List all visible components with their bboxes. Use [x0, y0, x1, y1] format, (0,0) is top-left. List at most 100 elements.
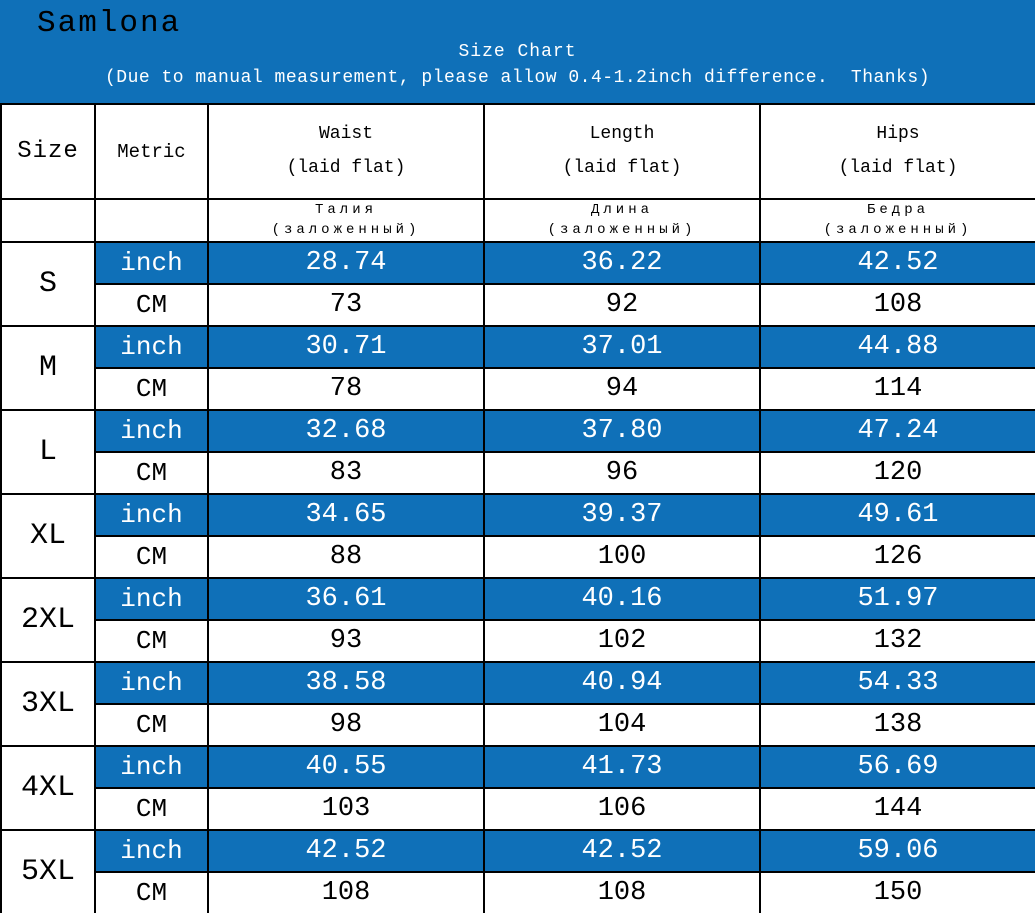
- hips-value-inch: 51.97: [759, 576, 1035, 621]
- column-header-row-russian: Талия (заложенный) Длина (заложенный) Бе…: [0, 198, 1035, 243]
- size-label: 5XL: [0, 828, 96, 913]
- empty-cell: [94, 198, 209, 243]
- unit-label-cm: CM: [94, 618, 209, 663]
- column-header-waist-ru: Талия (заложенный): [207, 198, 485, 243]
- size-chart-table: Size Metric Waist (laid flat) Length (la…: [0, 103, 1035, 913]
- table-row-inch: XL inch 34.65 39.37 49.61: [0, 492, 1035, 579]
- page-title: Size Chart: [458, 42, 577, 63]
- unit-label-cm: CM: [94, 366, 209, 411]
- size-label: 4XL: [0, 744, 96, 831]
- column-header-waist-ru-note: (заложенный): [271, 222, 421, 239]
- hips-value-inch: 42.52: [759, 240, 1035, 285]
- length-value-cm: 108: [483, 870, 761, 913]
- unit-label-inch: inch: [94, 744, 209, 789]
- hips-value-inch: 44.88: [759, 324, 1035, 369]
- column-header-hips-note: (laid flat): [838, 157, 958, 178]
- hips-value-cm: 108: [759, 282, 1035, 327]
- column-header-length-ru-label: Длина: [590, 202, 653, 218]
- length-value-inch: 40.94: [483, 660, 761, 705]
- hips-value-cm: 144: [759, 786, 1035, 831]
- column-header-waist: Waist (laid flat): [207, 103, 485, 200]
- table-row-cm: CM 98 104 138: [1, 702, 1035, 747]
- hips-value-cm: 138: [759, 702, 1035, 747]
- unit-label-cm: CM: [94, 282, 209, 327]
- length-value-inch: 41.73: [483, 744, 761, 789]
- waist-value-inch: 40.55: [207, 744, 485, 789]
- hips-value-inch: 59.06: [759, 828, 1035, 873]
- column-header-hips-label: Hips: [876, 124, 920, 145]
- table-header: Size Metric Waist (laid flat) Length (la…: [0, 103, 1035, 243]
- length-value-inch: 39.37: [483, 492, 761, 537]
- table-body: S inch 28.74 36.22 42.52 CM 73 92 108 M …: [0, 240, 1035, 913]
- column-header-length-ru-note: (заложенный): [547, 222, 697, 239]
- size-label: S: [0, 240, 96, 327]
- unit-label-cm: CM: [94, 870, 209, 913]
- column-header-waist-ru-label: Талия: [314, 202, 377, 218]
- hips-value-cm: 114: [759, 366, 1035, 411]
- waist-value-inch: 32.68: [207, 408, 485, 453]
- hips-value-inch: 49.61: [759, 492, 1035, 537]
- hips-value-inch: 47.24: [759, 408, 1035, 453]
- length-value-inch: 40.16: [483, 576, 761, 621]
- waist-value-inch: 30.71: [207, 324, 485, 369]
- measurement-disclaimer: (Due to manual measurement, please allow…: [104, 68, 931, 89]
- table-row-inch: 2XL inch 36.61 40.16 51.97: [0, 576, 1035, 663]
- hips-value-cm: 120: [759, 450, 1035, 495]
- table-row-cm: CM 78 94 114: [1, 366, 1035, 411]
- unit-label-inch: inch: [94, 324, 209, 369]
- size-label: 3XL: [0, 660, 96, 747]
- waist-value-cm: 108: [207, 870, 485, 913]
- unit-label-inch: inch: [94, 828, 209, 873]
- column-header-row: Size Metric Waist (laid flat) Length (la…: [0, 103, 1035, 200]
- column-header-waist-note: (laid flat): [286, 157, 406, 178]
- waist-value-inch: 38.58: [207, 660, 485, 705]
- column-header-metric: Metric: [94, 103, 209, 200]
- hips-value-cm: 132: [759, 618, 1035, 663]
- table-row-cm: CM 73 92 108: [1, 282, 1035, 327]
- unit-label-inch: inch: [94, 492, 209, 537]
- waist-value-inch: 36.61: [207, 576, 485, 621]
- size-label: M: [0, 324, 96, 411]
- table-row-inch: 5XL inch 42.52 42.52 59.06: [0, 828, 1035, 913]
- length-value-inch: 37.80: [483, 408, 761, 453]
- table-row-cm: CM 88 100 126: [1, 534, 1035, 579]
- unit-label-cm: CM: [94, 702, 209, 747]
- waist-value-inch: 28.74: [207, 240, 485, 285]
- column-header-size: Size: [0, 103, 96, 200]
- banner: Samlona Size Chart (Due to manual measur…: [0, 0, 1035, 103]
- table-row-inch: L inch 32.68 37.80 47.24: [0, 408, 1035, 495]
- waist-value-cm: 98: [207, 702, 485, 747]
- unit-label-cm: CM: [94, 786, 209, 831]
- unit-label-cm: CM: [94, 534, 209, 579]
- waist-value-inch: 34.65: [207, 492, 485, 537]
- table-row-inch: M inch 30.71 37.01 44.88: [0, 324, 1035, 411]
- unit-label-inch: inch: [94, 660, 209, 705]
- hips-value-cm: 126: [759, 534, 1035, 579]
- waist-value-cm: 78: [207, 366, 485, 411]
- size-label: XL: [0, 492, 96, 579]
- table-row-cm: CM 93 102 132: [1, 618, 1035, 663]
- length-value-cm: 106: [483, 786, 761, 831]
- column-header-length: Length (laid flat): [483, 103, 761, 200]
- length-value-cm: 94: [483, 366, 761, 411]
- waist-value-cm: 83: [207, 450, 485, 495]
- unit-label-inch: inch: [94, 240, 209, 285]
- table-row-inch: S inch 28.74 36.22 42.52: [0, 240, 1035, 327]
- unit-label-inch: inch: [94, 408, 209, 453]
- empty-cell: [0, 198, 96, 243]
- column-header-waist-label: Waist: [318, 124, 373, 145]
- length-value-cm: 96: [483, 450, 761, 495]
- waist-value-inch: 42.52: [207, 828, 485, 873]
- column-header-hips: Hips (laid flat): [759, 103, 1035, 200]
- column-header-hips-ru: Бедра (заложенный): [759, 198, 1035, 243]
- table-row-cm: CM 83 96 120: [1, 450, 1035, 495]
- hips-value-inch: 54.33: [759, 660, 1035, 705]
- unit-label-cm: CM: [94, 450, 209, 495]
- table-row-inch: 3XL inch 38.58 40.94 54.33: [0, 660, 1035, 747]
- column-header-hips-ru-label: Бедра: [866, 202, 929, 218]
- length-value-cm: 100: [483, 534, 761, 579]
- waist-value-cm: 93: [207, 618, 485, 663]
- column-header-length-label: Length: [589, 124, 655, 145]
- column-header-length-note: (laid flat): [562, 157, 682, 178]
